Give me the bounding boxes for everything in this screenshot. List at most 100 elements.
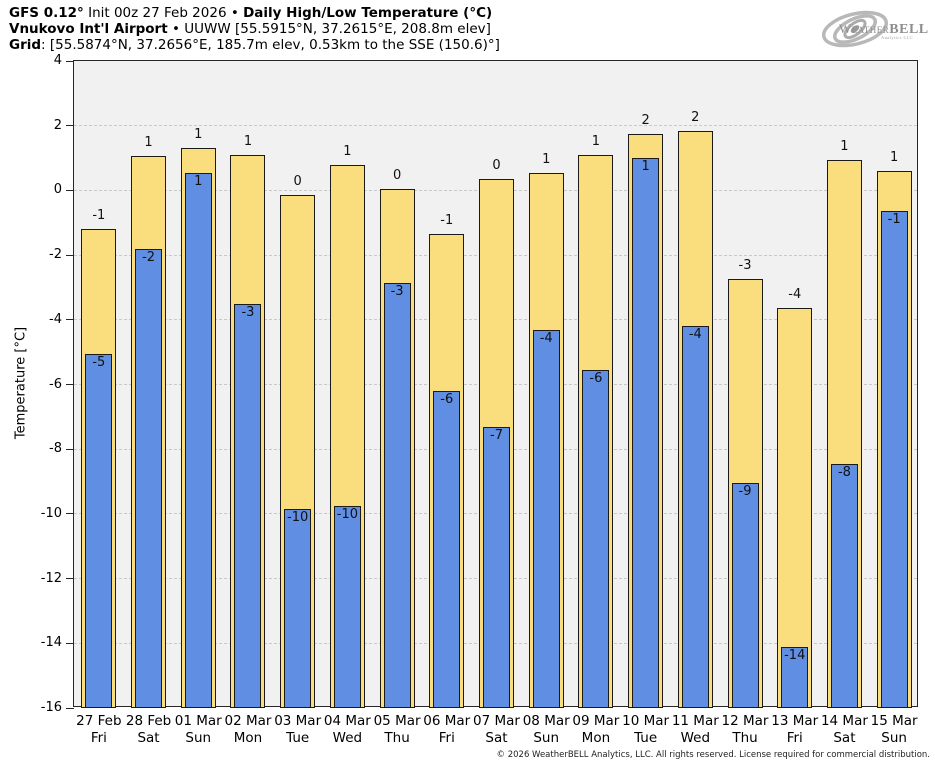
x-tick-label: 02 Mar Mon <box>216 713 280 747</box>
x-tick-date: 07 Mar <box>473 713 520 729</box>
x-tick-label: 07 Mar Sat <box>465 713 529 747</box>
low-value-label: -6 <box>440 391 454 407</box>
x-tick-label: 08 Mar Sun <box>514 713 578 747</box>
y-tick-label: -10 <box>40 505 62 521</box>
x-tick-date: 11 Mar <box>671 713 719 729</box>
init-time: Init 00z 27 Feb 2026 • <box>83 5 244 21</box>
low-value-label: -10 <box>336 506 358 522</box>
high-value-label: 1 <box>243 133 253 149</box>
low-value-label: -14 <box>784 647 806 663</box>
high-value-label: 2 <box>691 109 700 125</box>
low-bar <box>681 326 709 708</box>
x-tick-date: 10 Mar <box>622 713 670 729</box>
low-bar <box>880 211 908 708</box>
header-line-grid: Grid: [55.5874°N, 37.2656°E, 185.7m elev… <box>9 37 500 53</box>
y-tick-label: -14 <box>40 635 62 651</box>
y-tick-label: -4 <box>49 311 62 327</box>
y-axis-tick <box>66 60 74 62</box>
x-tick-label: 13 Mar Fri <box>763 713 827 747</box>
y-axis-tick <box>66 578 74 580</box>
low-bar <box>781 646 809 708</box>
low-value-label: -2 <box>142 249 156 265</box>
x-tick-weekday: Sun <box>881 730 907 746</box>
x-tick-label: 11 Mar Wed <box>663 713 727 747</box>
logo-wordmark: WeatherBELL <box>839 21 929 38</box>
y-tick-label: 2 <box>53 117 62 133</box>
x-tick-weekday: Thu <box>384 730 410 746</box>
weatherbell-logo: WeatherBELL Analytics LLC <box>815 4 929 54</box>
high-value-label: 0 <box>392 167 402 183</box>
x-tick-weekday: Sun <box>533 730 560 746</box>
low-bar <box>383 282 411 708</box>
x-tick-label: 04 Mar Wed <box>315 713 379 747</box>
high-value-label: 1 <box>542 151 551 167</box>
low-value-label: -3 <box>241 304 255 320</box>
y-axis-tick <box>66 707 74 709</box>
low-bar <box>632 158 660 708</box>
x-tick-date: 27 Feb <box>76 713 122 729</box>
station-name: Vnukovo Int'l Airport <box>9 21 168 38</box>
y-tick-label: -6 <box>49 376 62 392</box>
plot-area: 4 2 0 -2 -4 -6 -8 -10 -12 -14 -16 -1 -5 27 Feb Fri 1 -2 2… <box>41 53 918 746</box>
high-value-label: 2 <box>641 112 650 128</box>
low-bar <box>135 248 163 708</box>
high-value-label: -3 <box>738 258 752 274</box>
chart-header: GFS 0.12° Init 00z 27 Feb 2026 • Daily H… <box>9 5 500 54</box>
x-tick-weekday: Sat <box>137 730 160 746</box>
x-tick-weekday: Fri <box>438 730 455 746</box>
low-bar <box>582 369 610 708</box>
model-name: GFS 0.12° <box>9 5 84 21</box>
x-tick-label: 15 Mar Sun <box>862 713 926 747</box>
low-value-label: -10 <box>287 510 309 526</box>
logo-weather-text: Weather <box>839 21 890 36</box>
x-tick-date: 28 Feb <box>125 713 172 729</box>
low-value-label: -9 <box>738 484 752 500</box>
y-axis-tick <box>66 642 74 644</box>
low-bar <box>184 172 212 708</box>
y-tick-label: -16 <box>40 700 62 715</box>
low-bar <box>234 303 262 708</box>
low-value-label: -4 <box>539 330 553 346</box>
high-value-label: 0 <box>293 174 302 190</box>
x-tick-weekday: Sat <box>833 730 856 746</box>
x-tick-weekday: Thu <box>732 730 758 746</box>
high-value-label: 1 <box>840 138 849 154</box>
low-value-label: -1 <box>887 212 901 228</box>
x-tick-weekday: Fri <box>786 730 803 746</box>
low-value-label: 1 <box>641 159 650 175</box>
x-tick-label: 27 Feb Fri <box>67 713 131 747</box>
high-value-label: 0 <box>492 158 501 174</box>
x-tick-label: 03 Mar Tue <box>266 713 330 747</box>
x-tick-date: 15 Mar <box>870 713 918 729</box>
x-tick-weekday: Tue <box>634 730 658 746</box>
y-axis-tick <box>66 384 74 385</box>
y-tick-label: 0 <box>53 182 62 198</box>
logo-bell-text: BELL <box>889 22 929 37</box>
y-axis-tick <box>66 125 74 127</box>
x-tick-weekday: Sun <box>185 730 212 746</box>
low-bar <box>433 390 461 708</box>
x-tick-date: 01 Mar <box>174 713 222 729</box>
x-tick-label: 09 Mar Mon <box>564 713 628 747</box>
x-tick-label: 28 Feb Sat <box>117 713 181 747</box>
hurricane-swirl-icon <box>821 10 889 48</box>
low-value-label: -5 <box>92 354 106 370</box>
x-tick-weekday: Mon <box>233 730 263 746</box>
low-bar <box>830 463 858 708</box>
low-bar <box>532 329 560 708</box>
x-tick-date: 14 Mar <box>820 713 868 729</box>
low-value-label: -4 <box>688 327 702 343</box>
low-value-label: -6 <box>589 370 603 386</box>
y-axis-tick <box>66 513 74 515</box>
copyright-notice: © 2026 WeatherBELL Analytics, LLC. All r… <box>496 750 930 760</box>
x-tick-label: 06 Mar Fri <box>415 713 479 747</box>
x-tick-date: 04 Mar <box>323 713 371 729</box>
low-value-label: -8 <box>837 464 851 480</box>
grid-coords: : [55.5874°N, 37.2656°E, 185.7m elev, 0.… <box>41 37 500 54</box>
x-tick-label: 10 Mar Tue <box>614 713 678 747</box>
high-value-label: -1 <box>92 208 106 224</box>
station-coords: • UUWW [55.5915°N, 37.2615°E, 208.8m ele… <box>167 21 491 38</box>
low-bar <box>333 505 361 708</box>
x-tick-date: 06 Mar <box>423 713 471 729</box>
x-tick-weekday: Wed <box>680 730 711 746</box>
